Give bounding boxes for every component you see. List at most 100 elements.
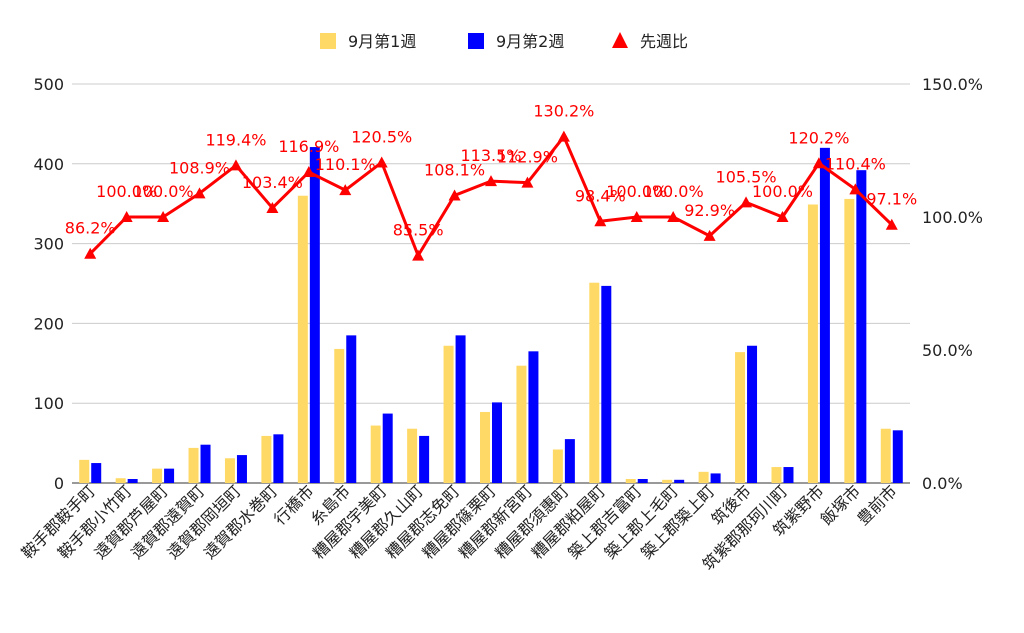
bar-week1 [480,411,490,483]
bar-week1 [589,282,600,483]
bar-week1 [297,195,308,483]
ratio-marker [667,211,680,222]
bar-week2 [455,335,466,483]
ratio-data-label: 112.9% [497,148,558,167]
legend-week2-swatch [468,33,484,49]
ratio-marker [740,196,753,208]
bar-week2 [528,351,539,483]
ratio-data-label: 116.9% [278,137,339,156]
ratio-data-label: 110.4% [825,154,886,173]
bar-week2 [236,455,247,483]
bar-week1 [735,352,746,483]
legend-ratio-swatch [612,32,628,48]
ratio-marker [849,183,862,195]
ratio-data-label: 100.0% [643,182,704,201]
ratio-data-label: 100.0% [96,182,157,201]
y-left-tick-label: 400 [33,155,64,174]
bar-week2 [309,147,320,484]
ratio-data-label: 130.2% [533,102,594,121]
ratio-data-label: 86.2% [65,219,116,238]
bar-week1 [516,365,527,483]
bar-week1 [334,348,345,483]
bar-week1 [552,449,563,483]
ratio-marker [630,211,643,222]
y-right-tick-label: 0.0% [922,474,963,493]
bar-week1 [844,198,855,484]
legend-week1-label: 9月第1週 [348,32,416,51]
ratio-marker [594,215,607,227]
bar-week2 [674,479,685,483]
y-left-tick-label: 200 [33,314,64,333]
ratio-data-label: 98.4% [575,186,626,205]
bar-week1 [79,459,90,483]
x-tick-label: 飯塚市 [817,481,864,528]
ratio-marker [485,175,497,187]
ratio-marker [302,166,315,178]
bar-week2 [273,434,284,483]
bar-week2 [382,413,393,483]
bar-week1 [115,478,126,483]
bar-week2 [91,463,102,483]
bar-week1 [261,435,272,483]
ratio-data-label: 120.2% [788,128,849,147]
bar-week1 [188,447,199,483]
bar-week1 [880,428,891,483]
y-left-tick-label: 0 [54,474,64,493]
legend-week2-label: 9月第2週 [496,32,564,51]
legend-week1-swatch [320,33,336,49]
ratio-data-label: 110.1% [315,155,376,174]
bar-week2 [783,467,794,483]
y-left-tick-label: 100 [33,394,64,413]
ratio-data-label: 97.1% [866,190,917,209]
ratio-marker [229,159,242,171]
ratio-data-label: 100.0% [752,182,813,201]
bar-week2 [564,439,575,483]
bar-week1 [407,428,418,483]
ratio-marker [448,189,461,201]
ratio-marker [193,187,206,199]
ratio-data-label: 113.5% [460,146,521,165]
ratio-marker [120,211,133,222]
y-right-tick-label: 150.0% [922,75,983,94]
ratio-marker [703,229,716,241]
bar-week2 [710,473,721,483]
bar-week2 [127,479,138,483]
bar-week2 [892,430,903,483]
bar-week2 [637,479,648,483]
ratio-marker [412,249,425,261]
ratio-data-label: 108.1% [424,160,485,179]
ratio-marker [521,176,534,188]
x-tick-label: 豊前市 [853,481,900,528]
ratio-data-label: 92.9% [684,201,735,220]
ratio-marker [885,218,898,230]
bar-week2 [164,468,175,483]
bar-week2 [856,170,867,483]
y-left-tick-label: 300 [33,235,64,254]
y-left-tick-label: 500 [33,75,64,94]
legend-ratio-label: 先週比 [640,32,688,51]
bar-week2 [492,402,502,483]
ratio-data-label: 120.5% [351,127,412,146]
ratio-marker [339,184,352,196]
ratio-marker [812,157,825,169]
bar-week2 [419,435,430,483]
bar-week1 [224,458,235,483]
ratio-data-label: 85.5% [393,221,444,240]
ratio-data-label: 103.4% [242,173,303,192]
bar-week2 [601,285,612,483]
ratio-marker [557,130,570,142]
x-tick-label: 行橋市 [270,481,317,528]
y-right-tick-label: 50.0% [922,341,973,360]
bar-week2 [819,147,830,483]
y-right-tick-label: 100.0% [922,208,983,227]
bar-week1 [662,479,673,483]
ratio-marker [157,211,170,222]
bar-week2 [747,345,758,483]
ratio-marker [776,211,789,222]
bar-week1 [625,479,636,483]
ratio-marker [84,247,97,259]
bar-week2 [346,335,357,483]
ratio-data-label: 105.5% [716,167,777,186]
ratio-marker [266,201,279,213]
